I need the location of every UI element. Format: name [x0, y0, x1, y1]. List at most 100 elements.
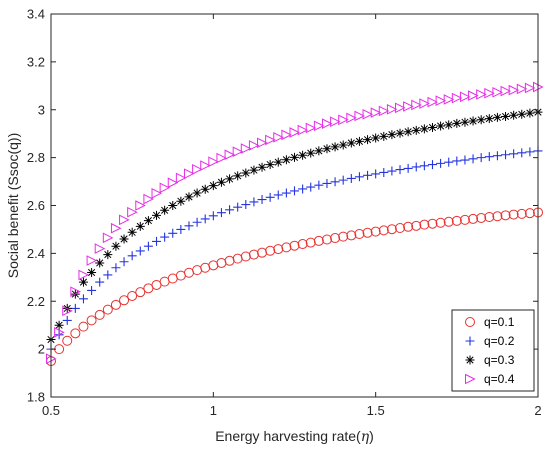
legend-marker — [465, 317, 475, 327]
data-point — [419, 124, 429, 134]
data-point — [265, 134, 276, 146]
data-point — [127, 227, 137, 237]
data-point — [216, 177, 226, 187]
data-point — [346, 230, 357, 241]
data-point — [403, 127, 413, 137]
data-point — [386, 224, 397, 235]
data-point — [403, 101, 414, 112]
legend-label: q=0.2 — [484, 334, 515, 348]
data-point — [152, 210, 162, 220]
data-point — [330, 116, 341, 128]
data-point — [411, 125, 421, 135]
legend-marker — [465, 336, 475, 346]
data-point — [143, 216, 153, 226]
data-point — [200, 184, 210, 194]
data-point — [378, 225, 389, 236]
data-point — [290, 152, 299, 162]
data-point — [314, 180, 324, 190]
data-point — [436, 158, 446, 168]
data-point — [395, 165, 405, 175]
data-point — [346, 173, 356, 183]
data-point — [460, 117, 470, 127]
data-point — [330, 142, 340, 152]
data-point — [476, 212, 487, 223]
data-point — [281, 188, 291, 198]
y-tick-label: 2 — [38, 342, 45, 357]
data-point — [427, 160, 437, 170]
data-point — [216, 152, 228, 164]
data-point — [240, 143, 252, 154]
data-point — [411, 220, 422, 231]
data-point — [500, 210, 511, 221]
data-point — [54, 320, 64, 330]
data-point — [62, 335, 73, 346]
data-point — [86, 255, 98, 266]
data-point — [176, 224, 186, 234]
data-point — [516, 83, 528, 95]
data-point — [168, 228, 178, 238]
data-point — [354, 172, 364, 182]
data-point — [476, 89, 487, 100]
data-point — [273, 157, 283, 167]
data-point — [248, 249, 259, 260]
legend: q=0.1 q=0.2 q=0.3 q=0.4 — [451, 309, 535, 392]
data-point — [452, 156, 462, 166]
data-point — [330, 177, 340, 187]
y-tick-label: 2.6 — [27, 198, 45, 213]
data-point — [290, 186, 299, 196]
data-point — [127, 290, 138, 301]
data-point — [289, 127, 301, 138]
data-point — [241, 168, 251, 178]
series-q=0.3 — [46, 107, 543, 345]
data-point — [78, 321, 89, 332]
data-point — [273, 244, 284, 255]
data-point — [305, 122, 317, 134]
data-point — [338, 175, 348, 185]
x-tick-label: 1.5 — [367, 403, 385, 418]
data-point — [500, 85, 512, 97]
data-point — [321, 118, 333, 129]
data-point — [435, 217, 446, 228]
data-point — [427, 218, 438, 229]
data-point — [362, 108, 374, 120]
data-point — [459, 214, 470, 225]
data-point — [419, 161, 429, 171]
data-point — [95, 258, 105, 268]
data-point — [468, 154, 478, 164]
data-point — [525, 147, 535, 157]
data-point — [370, 107, 382, 118]
data-marks — [46, 81, 544, 367]
data-point — [249, 197, 259, 207]
data-point — [110, 222, 122, 234]
data-point — [70, 303, 80, 313]
data-point — [419, 219, 430, 230]
data-point — [102, 232, 114, 244]
data-point — [370, 226, 381, 237]
data-point — [192, 164, 203, 175]
data-point — [363, 135, 373, 145]
data-point — [119, 214, 130, 226]
data-point — [517, 148, 527, 158]
data-point — [524, 82, 536, 94]
data-point — [508, 209, 519, 220]
legend-marker — [465, 355, 475, 365]
data-point — [403, 221, 414, 232]
data-point — [338, 231, 349, 242]
data-point — [338, 114, 349, 126]
data-point — [70, 286, 81, 297]
data-point — [208, 211, 218, 221]
legend-label: q=0.4 — [484, 372, 515, 386]
data-point — [248, 140, 260, 151]
data-point — [257, 137, 268, 149]
data-point — [167, 177, 179, 189]
data-point — [183, 168, 195, 179]
data-point — [95, 277, 105, 287]
data-point — [160, 232, 170, 242]
x-tick-label: 0.5 — [42, 403, 60, 418]
data-point — [354, 110, 366, 122]
data-point — [265, 192, 275, 202]
data-point — [443, 216, 454, 227]
data-point — [452, 118, 462, 128]
data-point — [459, 91, 471, 103]
data-point — [151, 187, 163, 199]
